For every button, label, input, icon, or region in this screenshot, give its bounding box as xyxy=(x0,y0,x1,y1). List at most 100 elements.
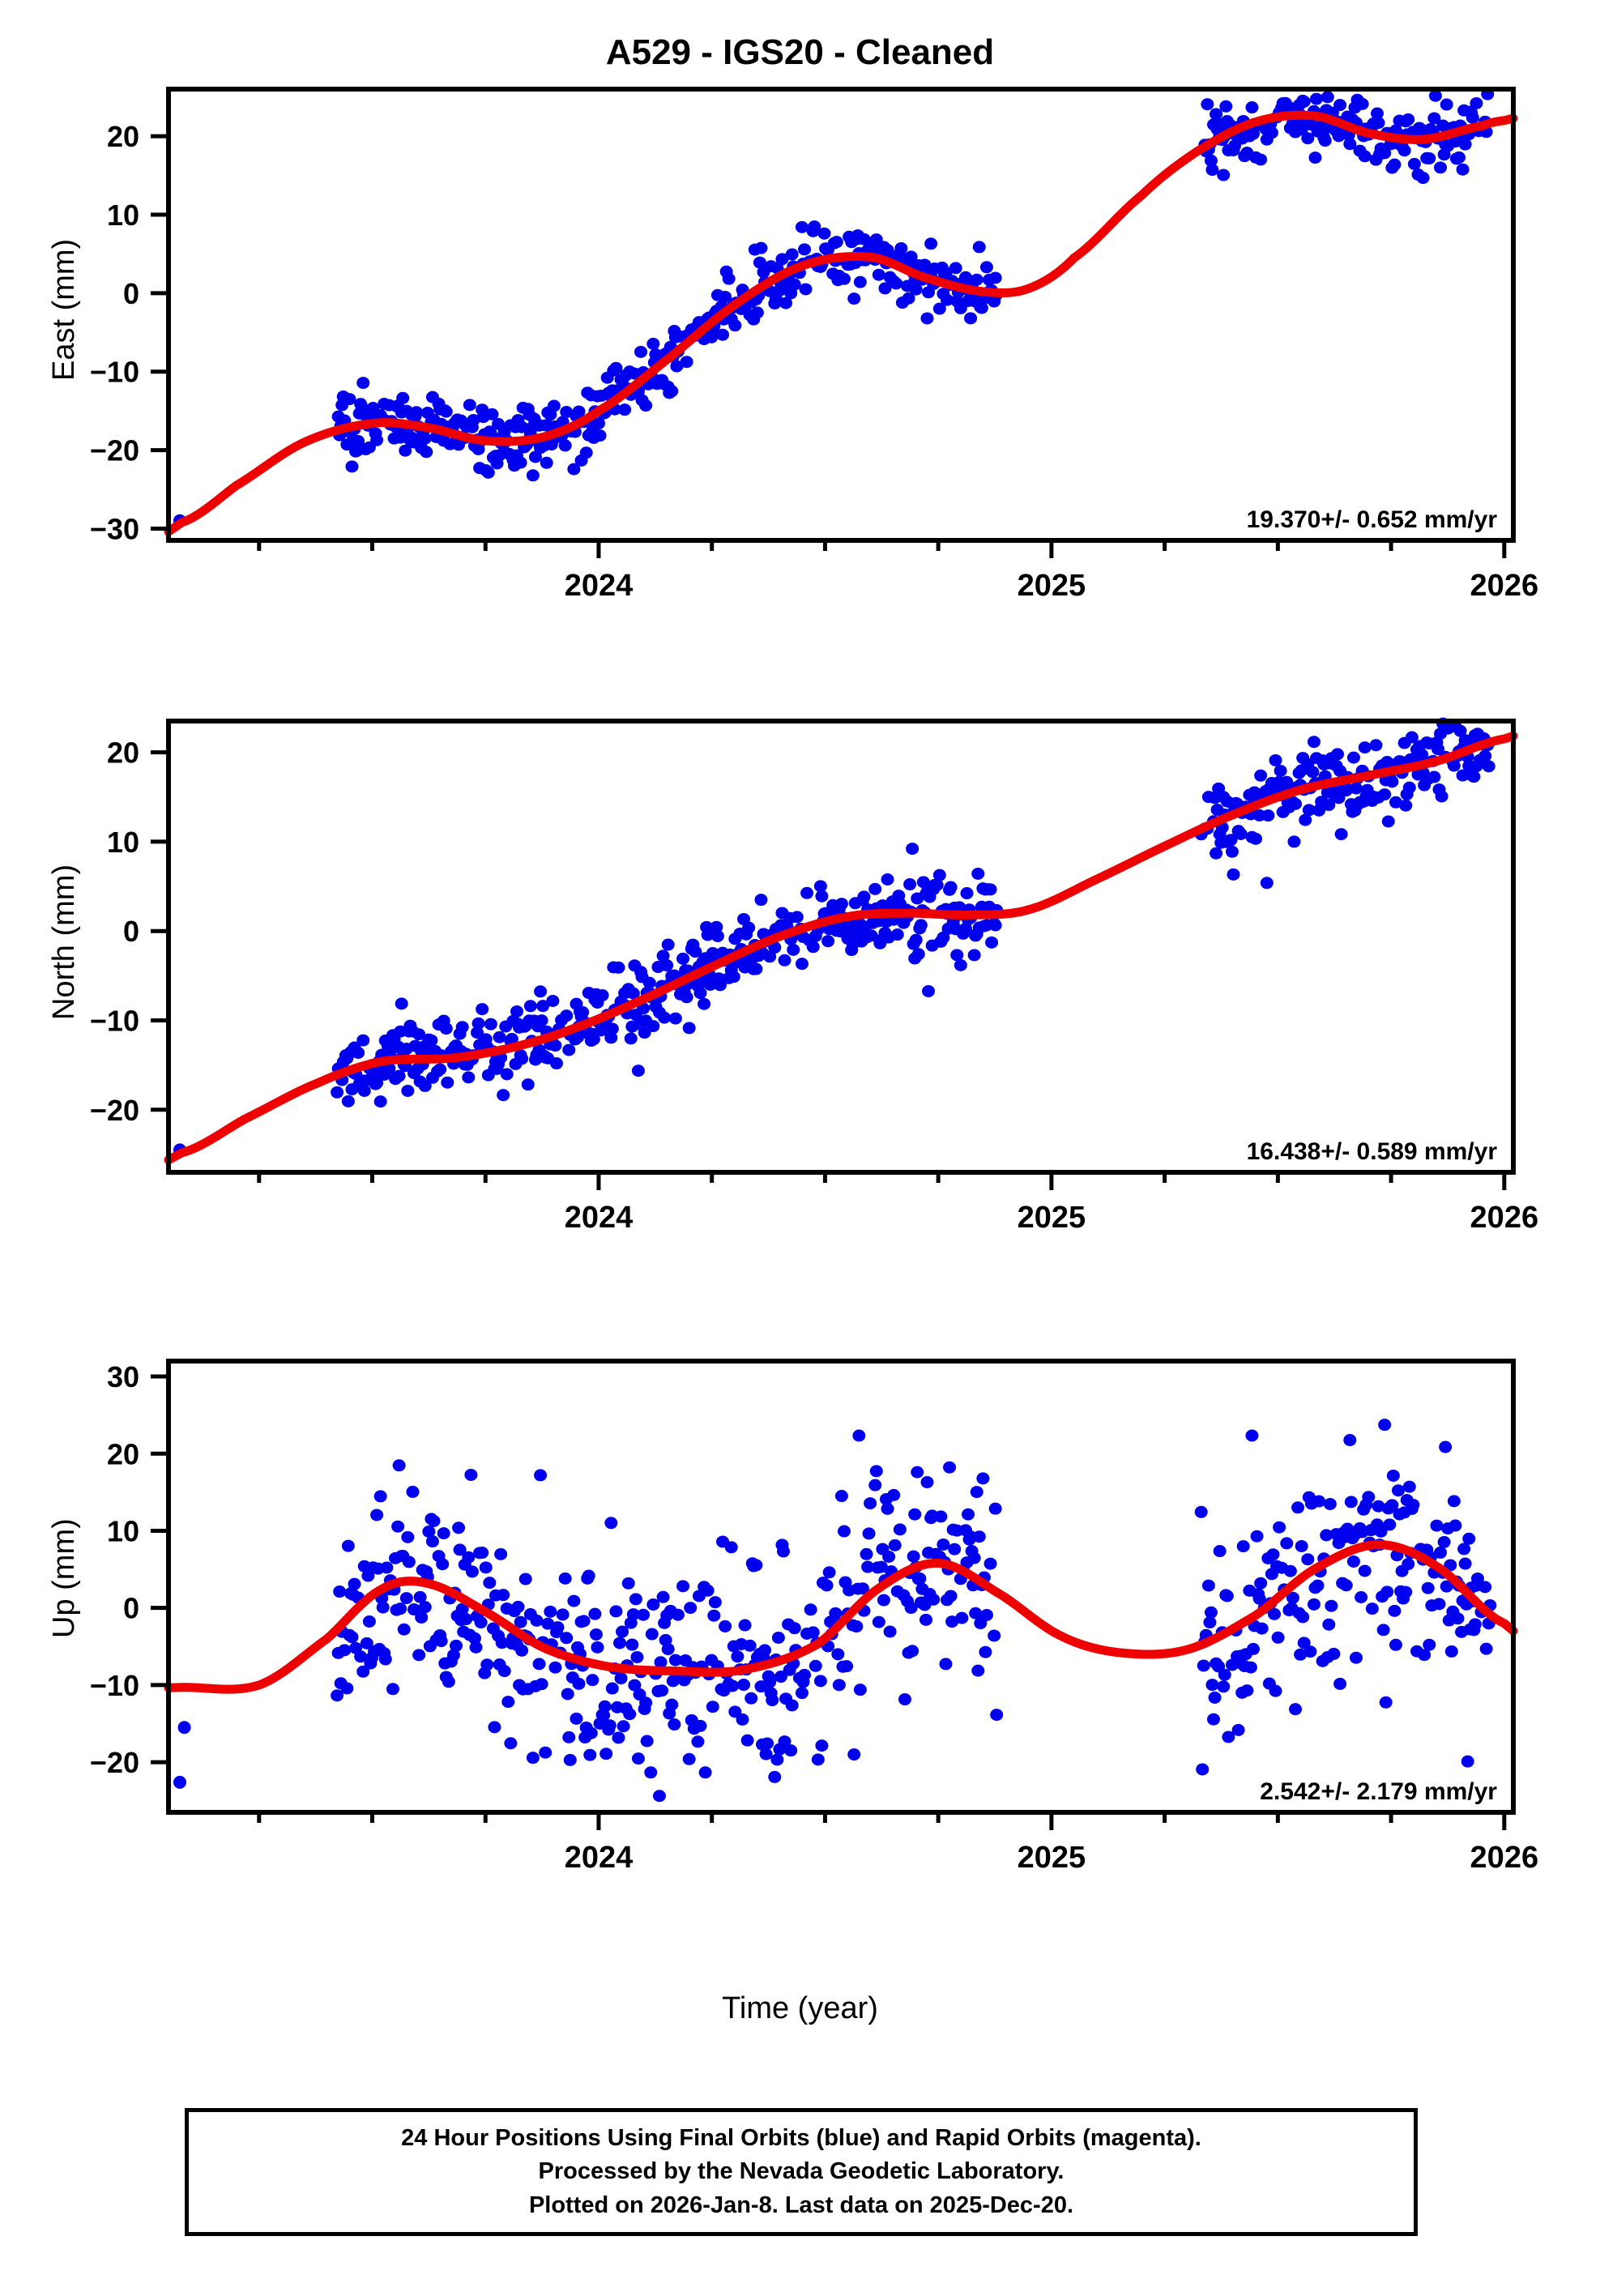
data-point xyxy=(754,894,768,907)
y-tick-label: −10 xyxy=(90,1669,139,1702)
data-point xyxy=(1194,1505,1208,1518)
data-point xyxy=(1207,1713,1220,1726)
data-point xyxy=(1307,736,1321,749)
data-point xyxy=(1210,847,1223,860)
data-point xyxy=(727,971,740,984)
x-tick-label: 2026 xyxy=(1470,1201,1539,1235)
data-point xyxy=(898,1693,911,1706)
data-point xyxy=(540,456,553,469)
data-point xyxy=(888,1538,902,1551)
data-point xyxy=(1402,1558,1415,1571)
data-point xyxy=(541,1617,555,1630)
data-point xyxy=(412,1649,426,1662)
data-point xyxy=(1244,1661,1257,1674)
data-point xyxy=(402,1556,416,1568)
data-point xyxy=(728,1705,742,1718)
data-point xyxy=(1439,1440,1453,1453)
data-point xyxy=(906,843,919,856)
data-point xyxy=(399,444,412,457)
data-point xyxy=(1358,1564,1372,1577)
data-point xyxy=(639,1696,653,1709)
data-point xyxy=(919,1613,932,1626)
data-point xyxy=(1372,117,1385,130)
y-tick-label: 20 xyxy=(107,120,139,153)
data-point xyxy=(1217,169,1231,181)
data-point xyxy=(1286,1591,1299,1604)
data-point xyxy=(1245,101,1259,114)
data-point xyxy=(604,1031,618,1044)
data-point xyxy=(1418,1649,1431,1662)
data-point xyxy=(972,241,986,254)
data-point xyxy=(1478,749,1492,762)
data-point xyxy=(1339,1579,1353,1592)
data-point xyxy=(887,1488,901,1501)
data-point xyxy=(1254,153,1268,166)
data-point xyxy=(911,1466,924,1479)
data-point xyxy=(990,1709,1004,1722)
data-point xyxy=(595,1024,608,1037)
data-point xyxy=(1427,770,1441,783)
data-point xyxy=(972,1530,986,1543)
data-point xyxy=(484,1018,497,1031)
data-point xyxy=(821,935,835,948)
data-point xyxy=(916,876,930,889)
data-point xyxy=(983,1557,997,1570)
data-point xyxy=(1288,797,1302,810)
data-point xyxy=(913,1572,927,1585)
data-point xyxy=(1303,1645,1317,1658)
data-point xyxy=(958,271,972,284)
data-point xyxy=(436,1558,450,1571)
data-point xyxy=(1374,1525,1388,1538)
data-point xyxy=(515,1644,529,1657)
data-point xyxy=(1287,835,1301,848)
data-point xyxy=(907,1550,920,1563)
data-point xyxy=(771,1631,785,1644)
footer-line-3: Plotted on 2026-Jan-8. Last data on 2025… xyxy=(528,2191,1074,2218)
data-point xyxy=(1245,1429,1259,1442)
data-point xyxy=(665,385,679,398)
data-point xyxy=(331,1086,344,1099)
data-point xyxy=(1388,1604,1402,1617)
data-point xyxy=(852,1429,866,1442)
x-tick-label: 2024 xyxy=(565,1841,634,1875)
data-point xyxy=(548,1661,562,1674)
data-point xyxy=(944,1590,958,1603)
data-point xyxy=(906,1645,919,1658)
data-point xyxy=(790,911,804,924)
data-point xyxy=(737,1679,751,1692)
data-point xyxy=(497,1089,510,1102)
data-point xyxy=(1461,1755,1474,1768)
data-point xyxy=(1204,154,1218,167)
data-point xyxy=(1402,113,1415,126)
data-point xyxy=(1388,158,1402,171)
data-point xyxy=(356,1665,370,1678)
data-point xyxy=(413,1590,427,1603)
data-point xyxy=(701,928,715,941)
data-point xyxy=(684,1602,698,1615)
data-point xyxy=(362,1615,376,1628)
data-point xyxy=(544,1605,557,1618)
data-point xyxy=(1458,138,1472,151)
data-point xyxy=(338,1644,352,1657)
data-point xyxy=(561,1688,574,1701)
data-point xyxy=(467,413,480,426)
data-point xyxy=(593,429,607,442)
data-point xyxy=(360,1637,373,1649)
data-point xyxy=(626,987,640,1000)
data-point xyxy=(518,1573,532,1585)
data-point xyxy=(1299,813,1312,826)
data-point xyxy=(1260,877,1274,890)
data-point xyxy=(535,1014,548,1027)
data-point xyxy=(964,312,978,325)
data-point xyxy=(439,405,453,418)
data-point xyxy=(768,941,782,954)
data-point xyxy=(1431,743,1444,756)
data-point xyxy=(1358,150,1372,163)
data-point xyxy=(787,1622,801,1635)
data-point xyxy=(1432,1598,1446,1611)
data-point xyxy=(626,1608,640,1621)
data-point xyxy=(418,432,432,445)
data-point xyxy=(1440,1580,1453,1593)
data-point xyxy=(471,1017,485,1030)
data-point xyxy=(953,901,966,914)
